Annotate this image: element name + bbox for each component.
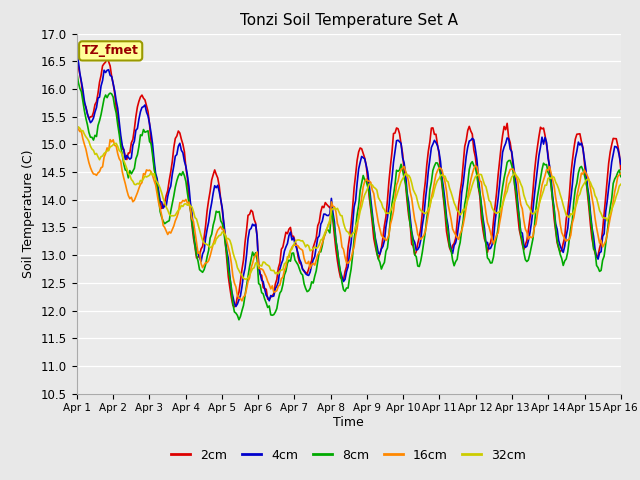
Text: TZ_fmet: TZ_fmet — [82, 44, 139, 58]
Legend: 2cm, 4cm, 8cm, 16cm, 32cm: 2cm, 4cm, 8cm, 16cm, 32cm — [166, 444, 531, 467]
Title: Tonzi Soil Temperature Set A: Tonzi Soil Temperature Set A — [240, 13, 458, 28]
Y-axis label: Soil Temperature (C): Soil Temperature (C) — [22, 149, 35, 278]
X-axis label: Time: Time — [333, 416, 364, 429]
